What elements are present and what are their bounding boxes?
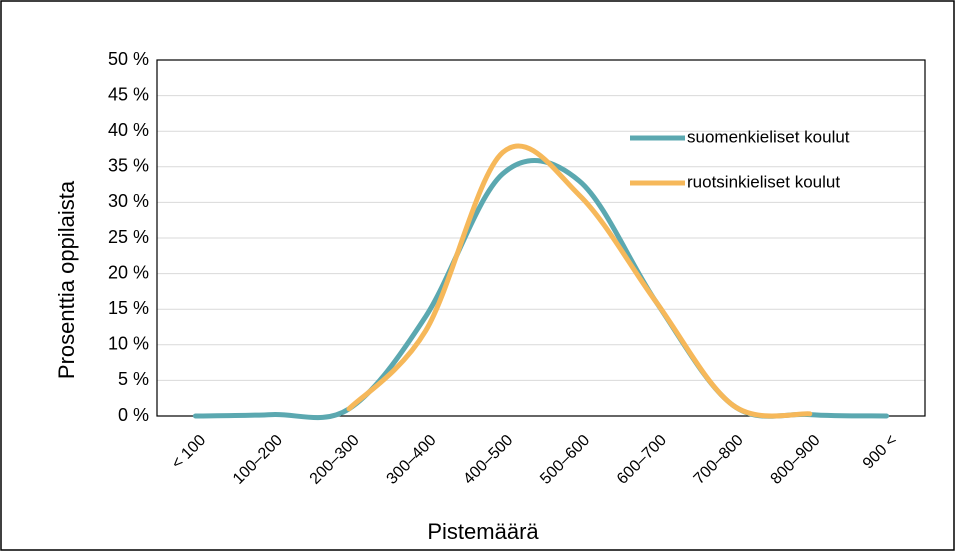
x-tick-label: 600–700	[614, 432, 670, 488]
x-tick-label: 700–800	[691, 432, 747, 488]
y-tick-label: 20 %	[108, 262, 149, 282]
y-tick-label: 10 %	[108, 334, 149, 354]
x-tick-label: 100–200	[230, 432, 286, 488]
y-tick-label: 5 %	[118, 369, 149, 389]
y-axis-title: Prosenttia oppilaista	[54, 180, 79, 379]
y-tick-label: 15 %	[108, 298, 149, 318]
x-tick-label: 500–600	[537, 432, 593, 488]
y-tick-label: 35 %	[108, 156, 149, 176]
series-line	[192, 158, 890, 421]
x-tick-label: < 100	[169, 432, 210, 473]
legend-label: ruotsinkieliset koulut	[687, 172, 840, 191]
plot-border	[156, 59, 926, 417]
x-tick-label: 800–900	[768, 432, 824, 488]
y-tick-label: 0 %	[118, 405, 149, 425]
y-tick-label: 25 %	[108, 227, 149, 247]
x-axis-title: Pistemäärä	[427, 519, 539, 544]
y-tick-label: 30 %	[108, 191, 149, 211]
x-tick-label: 300–400	[384, 432, 440, 488]
y-tick-label: 45 %	[108, 84, 149, 104]
y-tick-label: 50 %	[108, 49, 149, 69]
x-tick-label: 200–300	[307, 432, 363, 488]
series-line	[346, 143, 813, 419]
y-tick-label: 40 %	[108, 120, 149, 140]
x-tick-label: 900 <	[860, 432, 901, 473]
x-tick-label: 400–500	[460, 432, 516, 488]
legend-label: suomenkieliset koulut	[687, 127, 850, 146]
